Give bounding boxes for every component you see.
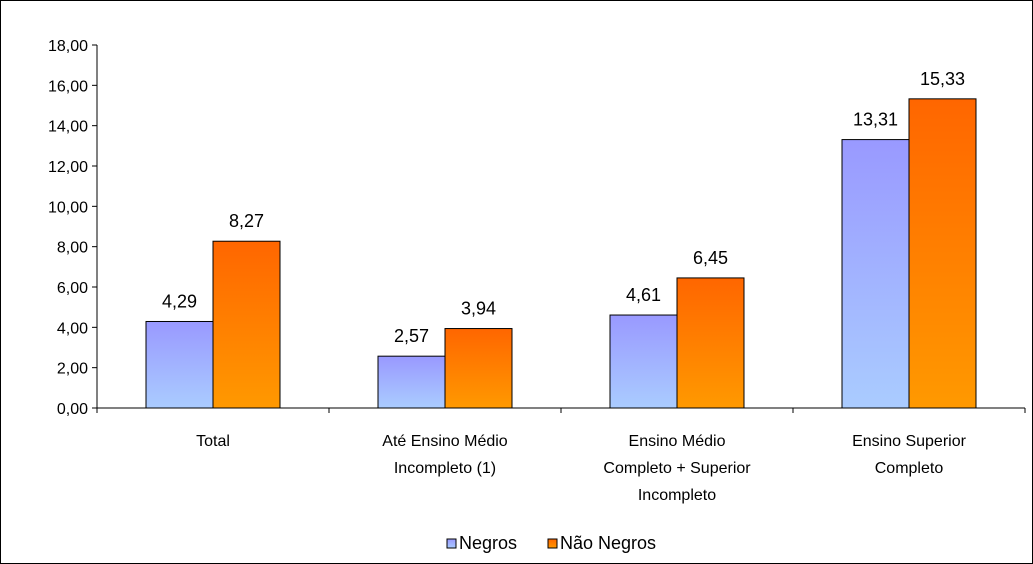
y-tick-label: 6,00	[57, 280, 88, 297]
bar-negros	[145, 320, 214, 409]
y-tick-label: 8,00	[57, 240, 88, 257]
x-tick-label: Incompleto	[638, 487, 716, 504]
legend: Negros Não Negros	[446, 533, 656, 553]
y-tick-label: 18,00	[48, 38, 88, 55]
bars	[145, 98, 977, 409]
data-label: 4,61	[626, 285, 661, 305]
data-label: 2,57	[394, 326, 429, 346]
x-tick-label: Ensino Médio	[629, 433, 726, 450]
y-tick-label: 16,00	[48, 78, 88, 95]
legend-swatch	[547, 538, 558, 549]
x-tick-label: Ensino Superior	[852, 433, 967, 450]
y-tick-label: 2,00	[57, 361, 88, 378]
bar-nao-negros	[212, 240, 281, 409]
data-label: 13,31	[853, 110, 898, 130]
data-label: 15,33	[920, 69, 965, 89]
y-tick-label: 4,00	[57, 320, 88, 337]
bar-nao-negros	[676, 277, 745, 409]
data-label: 8,27	[229, 211, 264, 231]
data-label: 4,29	[162, 291, 197, 311]
y-tick-label: 12,00	[48, 159, 88, 176]
x-tick-label: Incompleto (1)	[394, 460, 496, 477]
legend-label: Não Negros	[560, 533, 656, 553]
bar-nao-negros	[444, 328, 513, 409]
data-label: 6,45	[693, 248, 728, 268]
data-label: 3,94	[461, 299, 496, 319]
y-tick-label: 0,00	[57, 401, 88, 418]
legend-label: Negros	[459, 533, 517, 553]
x-tick-label: Completo	[875, 460, 944, 477]
bar-negros	[377, 355, 446, 409]
y-tick-label: 10,00	[48, 199, 88, 216]
bar-nao-negros	[908, 98, 977, 409]
bar-negros	[609, 314, 678, 409]
axes: 0,00 2,00 4,00 6,00 8,00 10,00 12,00 14,00 16,00…	[48, 38, 1026, 504]
x-tick-label: Completo + Superior	[603, 460, 751, 477]
legend-swatch	[446, 538, 457, 549]
bar-negros	[841, 139, 910, 409]
x-tick-label: Até Ensino Médio	[382, 433, 508, 450]
y-tick-label: 14,00	[48, 119, 88, 136]
data-labels: 4,29 8,27 2,57 3,94 4,61 6,45 13,31 15,33	[162, 69, 965, 346]
x-tick-label: Total	[196, 433, 230, 450]
